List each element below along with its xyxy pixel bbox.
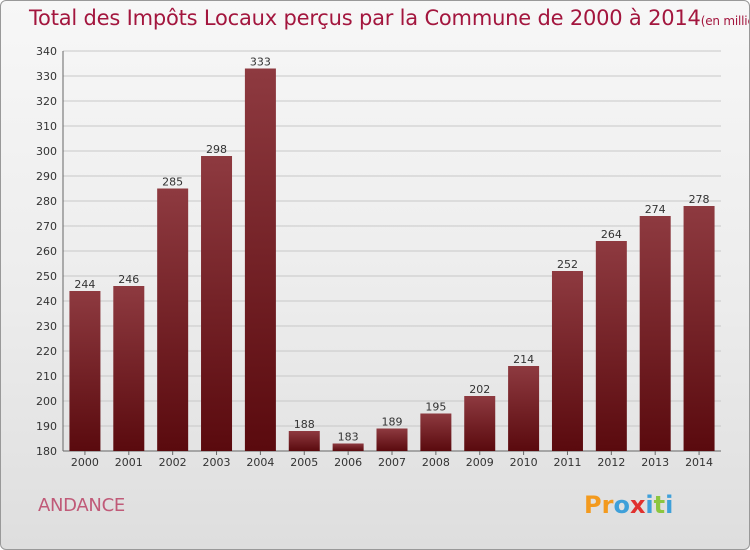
bar-2010 bbox=[508, 366, 540, 451]
x-tick-label-2002: 2002 bbox=[159, 456, 187, 469]
y-tick-label: 260 bbox=[36, 245, 57, 258]
value-label-2008: 195 bbox=[425, 401, 446, 414]
proxiti-logo: Proxiti bbox=[584, 491, 673, 519]
bar-2012 bbox=[595, 241, 627, 451]
logo-letter: i bbox=[645, 491, 654, 519]
bar-2000 bbox=[69, 291, 101, 451]
bar-2005 bbox=[288, 431, 320, 451]
value-label-2010: 214 bbox=[513, 353, 534, 366]
y-tick-label: 200 bbox=[36, 395, 57, 408]
value-label-2009: 202 bbox=[469, 383, 490, 396]
bar-2008 bbox=[420, 413, 452, 451]
value-label-2006: 183 bbox=[338, 431, 359, 444]
value-label-2007: 189 bbox=[382, 416, 403, 429]
bar-2007 bbox=[376, 428, 408, 451]
value-label-2013: 274 bbox=[645, 203, 666, 216]
bar-2001 bbox=[113, 286, 145, 451]
x-tick-label-2009: 2009 bbox=[466, 456, 494, 469]
x-tick-label-2005: 2005 bbox=[290, 456, 318, 469]
x-tick-label-2001: 2001 bbox=[115, 456, 143, 469]
bar-2009 bbox=[464, 396, 496, 451]
value-label-2004: 333 bbox=[250, 56, 271, 69]
y-tick-label: 210 bbox=[36, 370, 57, 383]
x-tick-label-2003: 2003 bbox=[203, 456, 231, 469]
y-tick-label: 290 bbox=[36, 170, 57, 183]
value-label-2000: 244 bbox=[74, 278, 95, 291]
y-tick-label: 330 bbox=[36, 70, 57, 83]
x-tick-label-2004: 2004 bbox=[246, 456, 274, 469]
bar-2004 bbox=[244, 68, 276, 451]
logo-letter: P bbox=[584, 491, 602, 519]
chart-title: Total des Impôts Locaux perçus par la Co… bbox=[29, 6, 749, 30]
y-tick-label: 280 bbox=[36, 195, 57, 208]
bar-2006 bbox=[332, 443, 364, 451]
x-tick-label-2014: 2014 bbox=[685, 456, 713, 469]
y-tick-label: 340 bbox=[36, 45, 57, 58]
bar-2013 bbox=[639, 216, 671, 451]
x-tick-label-2007: 2007 bbox=[378, 456, 406, 469]
logo-letter: x bbox=[629, 491, 646, 519]
y-tick-label: 320 bbox=[36, 95, 57, 108]
x-tick-label-2010: 2010 bbox=[510, 456, 538, 469]
chart-title-text: Total des Impôts Locaux perçus par la Co… bbox=[29, 6, 701, 30]
logo-letter: o bbox=[613, 491, 630, 519]
value-label-2005: 188 bbox=[294, 418, 315, 431]
value-label-2003: 298 bbox=[206, 143, 227, 156]
logo-letter: t bbox=[653, 491, 666, 519]
y-tick-label: 230 bbox=[36, 320, 57, 333]
y-tick-label: 190 bbox=[36, 420, 57, 433]
y-tick-label: 300 bbox=[36, 145, 57, 158]
commune-name: ANDANCE bbox=[38, 495, 125, 516]
y-tick-label: 240 bbox=[36, 295, 57, 308]
x-tick-label-2000: 2000 bbox=[71, 456, 99, 469]
chart-unit: (en milliers d'€) bbox=[700, 14, 749, 28]
logo-letter: i bbox=[665, 491, 674, 519]
x-tick-label-2013: 2013 bbox=[641, 456, 669, 469]
y-tick-label: 180 bbox=[36, 445, 57, 458]
bar-2014 bbox=[683, 206, 715, 451]
bar-2003 bbox=[201, 156, 233, 451]
y-tick-label: 220 bbox=[36, 345, 57, 358]
x-tick-label-2008: 2008 bbox=[422, 456, 450, 469]
y-tick-label: 270 bbox=[36, 220, 57, 233]
value-label-2001: 246 bbox=[118, 273, 139, 286]
x-tick-label-2011: 2011 bbox=[553, 456, 581, 469]
bar-2002 bbox=[157, 188, 189, 451]
bar-2011 bbox=[551, 271, 583, 451]
value-label-2002: 285 bbox=[162, 176, 183, 189]
x-tick-label-2006: 2006 bbox=[334, 456, 362, 469]
x-tick-label-2012: 2012 bbox=[597, 456, 625, 469]
logo-letter: r bbox=[601, 491, 614, 519]
value-label-2014: 278 bbox=[689, 193, 710, 206]
y-tick-label: 250 bbox=[36, 270, 57, 283]
y-tick-label: 310 bbox=[36, 120, 57, 133]
value-label-2012: 264 bbox=[601, 228, 622, 241]
value-label-2011: 252 bbox=[557, 258, 578, 271]
